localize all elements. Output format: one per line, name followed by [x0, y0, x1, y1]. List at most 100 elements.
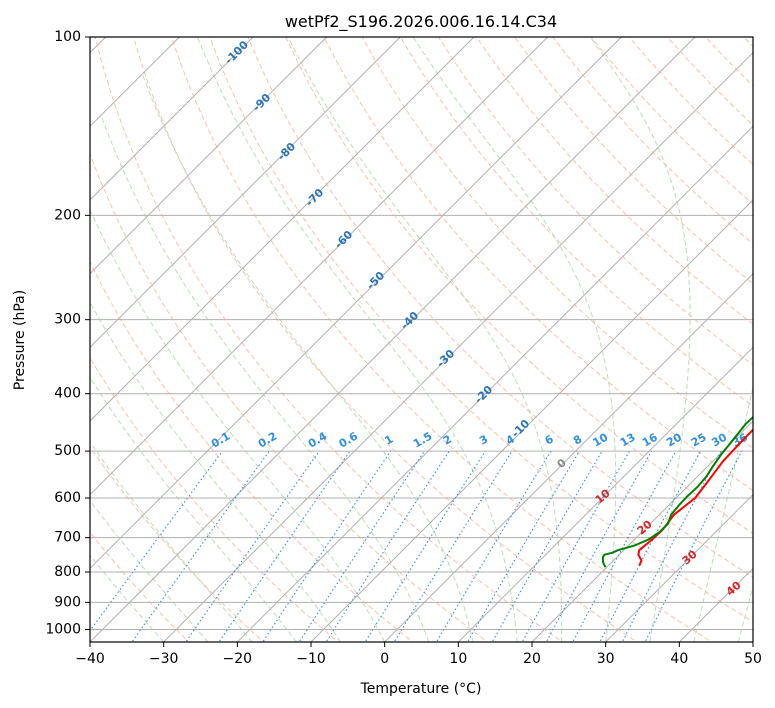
mixing-ratio-line: [90, 450, 223, 632]
mixing-ratio-label: 1.5: [411, 430, 434, 451]
x-tick-label: 50: [744, 651, 762, 667]
isotherm-label: -80: [275, 140, 298, 163]
mixing-ratio-labels: 0.1 0.2 0.4 0.6 1 1.5 2 3 4 6 8 10 13 16 20 25 30 36: [209, 429, 750, 450]
moist-adiabat-label: 0: [555, 456, 569, 471]
mixing-ratio-label: 6: [543, 432, 556, 447]
moist-adiabat: [412, 37, 617, 642]
dry-adiabat: [90, 531, 190, 642]
dry-adiabat: [94, 37, 564, 642]
temperature-profile-line: [637, 428, 753, 566]
mixing-ratio-line: [218, 450, 351, 642]
isotherm-line: [605, 493, 753, 642]
dry-adiabat: [323, 37, 753, 491]
isotherm-line: [457, 346, 753, 642]
y-tick-label: 400: [54, 386, 81, 402]
x-tick-label: −40: [75, 651, 105, 667]
mixing-ratio-line: [599, 450, 701, 642]
mixing-ratio-line: [325, 450, 450, 642]
mixing-ratio-line: [131, 450, 270, 642]
x-tick-label: 30: [597, 651, 615, 667]
y-tick-label: 800: [54, 564, 81, 580]
isotherm-line: [384, 272, 753, 642]
dry-adiabat: [590, 37, 753, 205]
y-axis-label: Pressure (hPa): [12, 290, 28, 390]
moist-adiabat: [141, 72, 474, 642]
mixing-ratio-label: 1: [382, 433, 395, 448]
background-grid: [90, 37, 753, 642]
y-tick-label: 600: [54, 490, 81, 506]
x-tick-label: 10: [449, 651, 467, 667]
isotherm-label: -20: [472, 383, 495, 406]
isotherm-line: [90, 37, 401, 349]
mixing-ratio-line: [466, 450, 580, 642]
dry-adiabat: [514, 37, 753, 285]
mixing-ratio-label: 2: [441, 433, 454, 448]
dewpoint-profile-line: [601, 415, 753, 568]
dry-adiabat: [132, 37, 638, 642]
dry-adiabat: [90, 260, 414, 642]
mixing-ratio-label: 3: [477, 433, 490, 448]
dry-adiabat: [361, 37, 753, 449]
x-tick-label: −20: [223, 651, 253, 667]
dry-adiabat: [285, 37, 753, 535]
mixing-ratio-label: 16: [640, 430, 660, 449]
isotherm-line: [90, 37, 475, 422]
moist-adiabat: [589, 37, 691, 642]
mixing-ratio-line: [185, 450, 320, 642]
moist-adiabat: [737, 584, 753, 642]
mixing-ratio-label: 0.6: [337, 429, 361, 450]
moist-adiabat: [90, 376, 297, 642]
mixing-ratio-label: 8: [571, 433, 584, 448]
y-tick-label: 100: [54, 29, 81, 45]
y-axis-ticks: 100 200 300 400 500 600 700 800 900 1000: [45, 29, 90, 637]
mixing-ratio-label: 0.2: [256, 430, 279, 451]
y-tick-label: 500: [54, 443, 81, 459]
y-tick-label: 200: [54, 207, 81, 223]
mixing-ratio-label: 0.1: [209, 430, 232, 451]
isotherm-line: [752, 641, 753, 642]
mixing-ratio-line: [298, 450, 425, 642]
y-tick-label: 700: [54, 530, 81, 546]
plot-frame: [89, 36, 754, 643]
dry-adiabat: [90, 446, 265, 642]
dry-adiabat: [90, 152, 489, 642]
dry-adiabat: [552, 37, 753, 245]
x-tick-label: 20: [523, 651, 541, 667]
isotherm-line: [531, 420, 753, 642]
isotherm-label: -50: [364, 269, 387, 292]
moist-adiabat: [90, 208, 386, 642]
dry-adiabat: [90, 356, 339, 642]
sounding-profiles: [601, 415, 753, 568]
dry-adiabat: [399, 37, 753, 407]
x-axis-ticks: −40 −30 −20 −10 0 10 20 30 40 50: [75, 642, 762, 667]
mixing-ratio-line: [262, 450, 392, 642]
isotherm-label: -70: [303, 186, 326, 209]
y-tick-label: 300: [54, 312, 81, 328]
isotherm-line: [163, 51, 753, 642]
mixing-ratio-label: 0.4: [306, 429, 330, 450]
x-tick-label: 40: [670, 651, 688, 667]
dry-adiabat: [476, 37, 753, 325]
moist-adiabat: [90, 499, 209, 642]
dry-adiabat: [437, 37, 753, 366]
mixing-ratio-label: 13: [618, 431, 638, 450]
x-tick-label: −30: [149, 651, 179, 667]
moist-adiabat: [90, 301, 341, 642]
moist-adiabat-label: 10: [593, 486, 613, 506]
y-tick-label: 1000: [45, 621, 81, 637]
isotherm-label: -40: [398, 309, 421, 332]
mixing-ratio-line: [621, 450, 722, 642]
mixing-ratio-line: [644, 450, 743, 642]
isotherm-label: -30: [434, 347, 457, 370]
moist-adiabat: [693, 384, 753, 642]
moist-adiabat: [90, 441, 253, 642]
isotherm-line: [310, 199, 753, 642]
x-tick-label: 0: [380, 651, 389, 667]
chart-title: wetPf2_S196.2026.006.16.14.C34: [285, 12, 557, 32]
x-tick-label: −10: [296, 651, 326, 667]
isotherm-label: -60: [332, 228, 355, 251]
mixing-ratio-line: [572, 450, 677, 642]
mixing-ratio-line: [393, 450, 513, 642]
